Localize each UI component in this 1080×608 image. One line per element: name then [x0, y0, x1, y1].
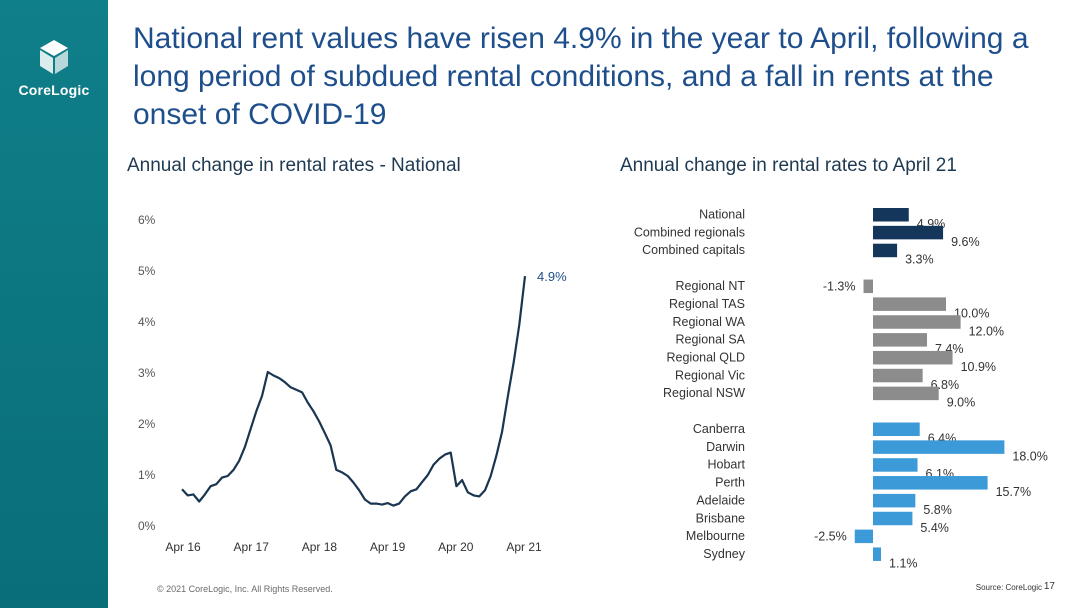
bar-value-label: 9.0% — [947, 396, 976, 410]
y-tick-label: 1% — [138, 468, 156, 482]
category-label: Regional NSW — [663, 386, 745, 400]
bar-value-label: 18.0% — [1012, 449, 1047, 463]
sidebar: CoreLogic — [0, 0, 108, 608]
bar — [863, 279, 873, 294]
bar-value-label: 5.4% — [920, 521, 949, 535]
bar — [873, 350, 953, 365]
category-label: Regional WA — [673, 315, 746, 329]
page-title: National rent values have risen 4.9% in … — [133, 22, 1029, 131]
bar — [873, 225, 944, 240]
x-tick-label: Apr 18 — [302, 540, 338, 554]
line-chart: 0% 1% 2% 3% 4% 5% 6% Apr 16 Apr 17 Apr 18 Apr 19 Ap… — [138, 213, 567, 554]
bar-chart-title: Annual change in rental rates to April 2… — [620, 155, 957, 176]
bar — [873, 333, 928, 347]
bar — [873, 458, 918, 472]
category-label: Canberra — [693, 422, 745, 436]
line-chart-title: Annual change in rental rates - National — [127, 155, 461, 176]
y-tick-label: 2% — [138, 417, 156, 431]
y-tick-label: 4% — [138, 315, 156, 329]
source-note: Source: CoreLogic — [976, 583, 1042, 592]
bar — [873, 511, 913, 526]
bar-value-label: 5.8% — [923, 503, 952, 517]
category-label: Combined capitals — [642, 243, 745, 257]
bar-value-label: -1.3% — [823, 280, 856, 294]
bar — [873, 493, 916, 508]
bar — [873, 422, 920, 436]
bar-value-label: 10.0% — [954, 306, 989, 320]
category-label: Regional TAS — [669, 297, 745, 311]
bar-value-label: 15.7% — [996, 485, 1031, 499]
y-tick-label: 6% — [138, 213, 156, 227]
bar — [873, 297, 946, 311]
bar — [854, 529, 873, 544]
bar — [873, 386, 939, 401]
category-label: Combined regionals — [634, 225, 745, 239]
category-label: Regional QLD — [666, 350, 745, 364]
x-tick-label: Apr 16 — [165, 540, 201, 554]
y-tick-label: 0% — [138, 519, 156, 533]
category-label: National — [699, 208, 745, 222]
bar-value-label: 9.6% — [951, 235, 980, 249]
category-label: Brisbane — [696, 511, 745, 525]
bar-value-label: 10.9% — [961, 360, 996, 374]
category-label: Melbourne — [686, 529, 745, 543]
category-label: Regional SA — [676, 333, 746, 347]
bar — [873, 368, 923, 383]
category-label: Darwin — [706, 440, 745, 454]
bar-value-label: 12.0% — [969, 324, 1004, 338]
source-text: Source: CoreLogic — [975, 583, 1042, 592]
bar — [873, 547, 882, 561]
end-data-label: 4.9% — [537, 269, 567, 284]
x-tick-label: Apr 19 — [370, 540, 406, 554]
bar — [873, 315, 961, 329]
x-tick-label: Apr 20 — [438, 540, 474, 554]
category-label: Hobart — [707, 458, 745, 472]
category-label: Regional NT — [676, 279, 746, 293]
bar — [873, 208, 909, 222]
bar — [873, 243, 898, 258]
category-label: Sydney — [703, 547, 745, 561]
bar-value-label: 3.3% — [905, 253, 934, 267]
bar — [873, 476, 988, 490]
category-label: Adelaide — [696, 493, 745, 507]
copyright: © 2021 CoreLogic, Inc. All Rights Reserv… — [157, 584, 333, 594]
bar — [873, 440, 1005, 454]
series-line-national — [181, 275, 527, 507]
bar-value-label: 1.1% — [889, 556, 918, 570]
category-label: Regional Vic — [675, 368, 745, 382]
brand-name: CoreLogic — [18, 82, 90, 98]
corelogic-logo-icon — [40, 40, 68, 74]
y-tick-label: 3% — [138, 366, 156, 380]
bar-value-label: -2.5% — [814, 530, 847, 544]
y-tick-label: 5% — [138, 264, 156, 278]
x-tick-label: Apr 21 — [506, 540, 542, 554]
x-tick-label: Apr 17 — [234, 540, 270, 554]
category-label: Perth — [715, 476, 745, 490]
logo: CoreLogic — [0, 38, 108, 98]
page-number: 17 — [1043, 581, 1055, 592]
